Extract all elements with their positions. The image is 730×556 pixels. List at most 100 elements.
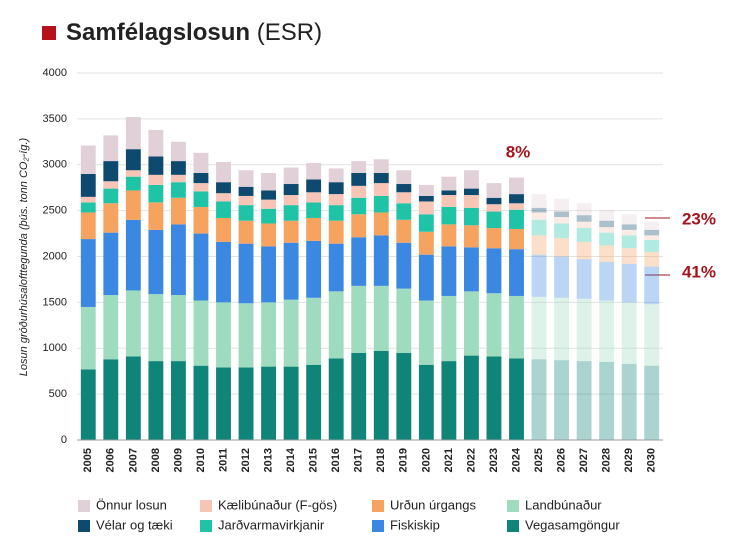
x-tick-label: 2014	[285, 447, 297, 472]
bar-segment	[576, 228, 592, 242]
bar-segment	[576, 361, 592, 440]
x-tick-label: 2013	[262, 448, 274, 472]
bar-segment	[216, 193, 231, 202]
bar-segment	[261, 190, 277, 200]
bar-segment	[531, 194, 547, 208]
bar-segment	[351, 237, 367, 286]
bar-segment	[148, 361, 164, 440]
bar-segment	[554, 360, 570, 440]
bar-segment	[148, 174, 164, 185]
bar-segment	[193, 173, 209, 184]
bar-segment	[328, 220, 344, 244]
bar-segment	[463, 170, 479, 189]
bar-segment	[238, 367, 254, 440]
bar-segment	[193, 152, 209, 174]
bar-segment	[328, 205, 344, 221]
bar-segment	[261, 173, 277, 191]
bar-segment	[261, 302, 277, 367]
legend-swatch	[78, 520, 90, 532]
bar-segment	[486, 197, 502, 205]
bar-segment	[103, 135, 119, 162]
bar-segment	[351, 352, 367, 440]
bar-segment	[283, 167, 299, 185]
x-tick-label: 2007	[127, 448, 139, 472]
x-tick-label: 2018	[375, 448, 387, 472]
bar-segment	[621, 363, 637, 440]
bar-segment	[193, 233, 209, 301]
bar-segment	[306, 364, 322, 440]
bar-segment	[193, 206, 209, 234]
x-tick-label: 2016	[330, 448, 342, 472]
legend-swatch	[78, 500, 90, 512]
bar-segment	[463, 291, 479, 356]
bar-segment	[261, 208, 277, 224]
bar-segment	[351, 197, 367, 215]
bar-segment	[216, 367, 231, 440]
y-axis-label: Losun gróðurhúsalofttegunda (þús. tonn C…	[18, 137, 30, 376]
legend-label: Landbúnaður	[525, 497, 602, 512]
bar-segment	[509, 295, 524, 359]
bar-segment	[531, 207, 547, 213]
bar-segment	[148, 294, 164, 362]
x-tick-label: 2020	[420, 448, 432, 472]
bar-segment	[644, 221, 660, 230]
bar-segment	[486, 293, 502, 357]
bar-segment	[373, 285, 389, 352]
y-tick-label: 3500	[43, 113, 67, 125]
bar-segment	[193, 183, 209, 192]
bar-segment	[531, 219, 547, 236]
bar-segment	[373, 183, 389, 196]
bar-segment	[306, 297, 322, 365]
bar-segment	[621, 302, 637, 364]
bar-segment	[103, 203, 119, 233]
legend-swatch	[507, 520, 519, 532]
legend-label: Urðun úrgangs	[390, 497, 476, 512]
bar-segment	[599, 227, 615, 233]
bar-segment	[463, 225, 479, 248]
annotation: 41%	[682, 262, 716, 281]
bar-segment	[351, 214, 367, 238]
bar-segment	[170, 224, 186, 296]
bar-segment	[351, 161, 367, 174]
bar-segment	[554, 238, 570, 257]
bar-segment	[125, 290, 141, 357]
bar-segment	[373, 159, 389, 174]
bar-segment	[306, 240, 322, 298]
x-tick-label: 2027	[578, 448, 590, 472]
bar-segment	[125, 176, 141, 191]
bar-segment	[373, 351, 389, 440]
bar-segment	[486, 183, 502, 198]
y-tick-label: 3000	[43, 159, 67, 171]
bar-segment	[283, 299, 299, 367]
bar-segment	[509, 358, 524, 440]
bar-segment	[261, 366, 277, 440]
bar-segment	[599, 209, 615, 221]
bar-segment	[418, 201, 434, 215]
x-tick-label: 2026	[555, 448, 567, 472]
bar-segment	[621, 248, 637, 264]
bar-segment	[441, 195, 457, 207]
bar-segment	[441, 190, 457, 196]
bar-segment	[441, 224, 457, 247]
bar-segment	[644, 235, 660, 240]
legend-label: Jarðvarmavirkjanir	[218, 517, 325, 532]
bar-segment	[170, 182, 186, 198]
y-tick-label: 2000	[43, 250, 67, 262]
bar-segment	[193, 300, 209, 366]
annotation: 23%	[682, 209, 716, 228]
legend-swatch	[372, 520, 384, 532]
bar-segment	[216, 241, 231, 303]
bar-segment	[396, 184, 412, 193]
bar-segment	[373, 212, 389, 236]
bar-segment	[306, 179, 322, 193]
bar-segment	[418, 254, 434, 301]
bar-segment	[418, 364, 434, 440]
bar-segment	[396, 203, 412, 220]
bar-segment	[644, 239, 660, 252]
bar-segment	[80, 145, 96, 174]
bar-segment	[125, 219, 141, 291]
bar-segment	[170, 174, 186, 183]
bar-segment	[576, 259, 592, 299]
bar-segment	[621, 263, 637, 303]
